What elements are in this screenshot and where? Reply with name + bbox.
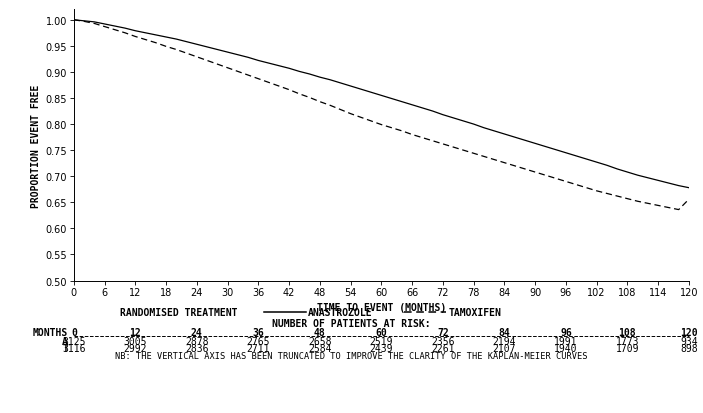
Text: 84: 84 [498, 327, 510, 337]
X-axis label: TIME TO EVENT (MONTHS): TIME TO EVENT (MONTHS) [317, 302, 446, 312]
Text: 24: 24 [191, 327, 202, 337]
Text: 2711: 2711 [247, 343, 270, 353]
Text: 2439: 2439 [370, 343, 393, 353]
Y-axis label: PROPORTION EVENT FREE: PROPORTION EVENT FREE [31, 84, 41, 207]
Text: 1773: 1773 [616, 337, 639, 347]
Text: 3005: 3005 [124, 337, 147, 347]
Text: 898: 898 [680, 343, 698, 353]
Text: MONTHS: MONTHS [33, 327, 68, 337]
Text: 60: 60 [375, 327, 387, 337]
Text: 96: 96 [560, 327, 572, 337]
Text: 934: 934 [680, 337, 698, 347]
Text: T: T [63, 343, 68, 353]
Text: 2836: 2836 [185, 343, 209, 353]
Text: NB: THE VERTICAL AXIS HAS BEEN TRUNCATED TO IMPROVE THE CLARITY OF THE KAPLAN-ME: NB: THE VERTICAL AXIS HAS BEEN TRUNCATED… [115, 351, 588, 361]
Text: 3125: 3125 [62, 337, 86, 347]
Text: 2992: 2992 [124, 343, 147, 353]
Text: 108: 108 [619, 327, 636, 337]
Text: 48: 48 [314, 327, 325, 337]
Text: ANASTROZOLE: ANASTROZOLE [308, 307, 373, 317]
Text: 2107: 2107 [493, 343, 516, 353]
Text: 2356: 2356 [431, 337, 455, 347]
Text: 2194: 2194 [493, 337, 516, 347]
Text: 2878: 2878 [185, 337, 209, 347]
Text: 2261: 2261 [431, 343, 455, 353]
Text: 2519: 2519 [370, 337, 393, 347]
Text: 2658: 2658 [308, 337, 332, 347]
Text: 2765: 2765 [247, 337, 270, 347]
Text: 72: 72 [437, 327, 449, 337]
Text: A: A [63, 337, 68, 347]
Text: 36: 36 [252, 327, 264, 337]
Text: 0: 0 [71, 327, 77, 337]
Text: 1940: 1940 [554, 343, 578, 353]
Text: 3116: 3116 [62, 343, 86, 353]
Text: RANDOMISED TREATMENT: RANDOMISED TREATMENT [120, 307, 237, 317]
Text: 120: 120 [680, 327, 698, 337]
Text: 1709: 1709 [616, 343, 639, 353]
Text: 12: 12 [129, 327, 141, 337]
Text: 1991: 1991 [554, 337, 578, 347]
Text: NUMBER OF PATIENTS AT RISK:: NUMBER OF PATIENTS AT RISK: [272, 318, 431, 328]
Text: TAMOXIFEN: TAMOXIFEN [449, 307, 501, 317]
Text: 2584: 2584 [308, 343, 332, 353]
